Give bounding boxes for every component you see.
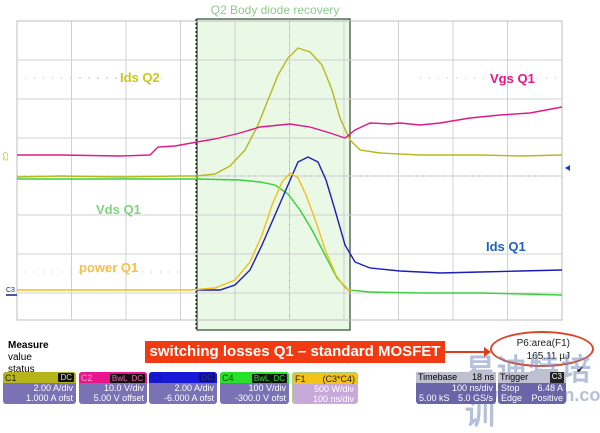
label-ids-q2: Ids Q2 — [120, 70, 160, 85]
channel-c1-coupling: DC — [58, 373, 74, 382]
channel-c2-scale: 10.0 V/div — [103, 383, 144, 393]
trace-ids-q1 — [197, 156, 563, 291]
channel-c4-scale: 100 V/div — [248, 383, 286, 393]
channel-c1-name: C1 — [5, 372, 17, 383]
math-f1[interactable]: F1 (C3*C4) 500 W/div 100 ns/div — [292, 372, 358, 404]
timebase-per-div: 100 ns/div — [451, 383, 493, 393]
channel-c2-bwl: BwL — [109, 373, 130, 383]
label-vgs-q1: Vgs Q1 — [490, 71, 535, 86]
math-f1-scale: 500 W/div — [313, 384, 354, 394]
highlight-region — [196, 18, 351, 331]
measurement-value: 165.11 µJ — [526, 351, 570, 362]
channel-c1[interactable]: C1 DC 2.00 A/div 1.000 A ofst — [3, 372, 76, 404]
channel-c4-offset: -300.0 V ofst — [234, 393, 286, 403]
trigger-slope: Positive — [531, 393, 563, 403]
trace-vgs-q1 — [17, 106, 563, 157]
marker-c3: C3 — [6, 287, 15, 294]
measure-status-label: status — [8, 364, 35, 375]
trace-vds-q1 — [17, 178, 563, 296]
channel-c3-name: C3 — [151, 372, 163, 383]
channel-c3-scale: 2.00 A/div — [174, 383, 214, 393]
label-power-q1: power Q1 — [79, 260, 139, 275]
oscilloscope-display: C2 C3 Q2 Body diode recovery Ids Q2 Vgs … — [1, 3, 570, 331]
math-f1-expr: (C3*C4) — [322, 373, 355, 384]
channel-c3[interactable]: C3 DC 2.00 A/div -6.000 A ofst — [149, 372, 217, 404]
measure-value-label: value — [8, 352, 32, 363]
trigger-level: 6.48 A — [537, 383, 563, 393]
channel-c3-offset: -6.000 A ofst — [163, 393, 214, 403]
callout-banner: switching losses Q1 – standard MOSFET — [145, 341, 445, 363]
timebase-samples: 5.00 kS — [419, 393, 450, 403]
trigger-source: C3 — [549, 372, 564, 383]
label-vds-q1: Vds Q1 — [96, 202, 141, 217]
waveform-grid: C2 C3 — [1, 18, 570, 331]
label-ids-q1: Ids Q1 — [486, 239, 526, 254]
channel-c4-coupling: DC — [271, 373, 287, 383]
trace-ids-q2 — [16, 47, 563, 178]
region-title: Q2 Body diode recovery — [210, 3, 340, 17]
timebase-delay: 18 ns — [471, 372, 494, 382]
measurement-param: P6:area(F1) — [516, 338, 570, 349]
channel-c2-offset: 5.00 V offset — [93, 393, 144, 403]
status-check-icon: ✔ — [576, 365, 585, 376]
timebase-label: Timebase — [418, 372, 458, 382]
arrow-head-icon — [484, 347, 491, 357]
callout-arrow — [445, 351, 487, 353]
measure-header: Measure — [8, 340, 49, 351]
math-f1-name: F1 — [295, 373, 306, 384]
channel-c2-name: C2 — [81, 372, 93, 383]
marker-c2: C2 — [1, 152, 8, 161]
timebase-rate: 5.0 GS/s — [457, 393, 493, 403]
channel-c4-bwl: BwL — [251, 373, 272, 383]
channel-c4[interactable]: C4 BwL DC 100 V/div -300.0 V ofst — [220, 372, 289, 404]
channel-c2-coupling: DC — [129, 373, 145, 383]
channel-c3-coupling: DC — [199, 373, 215, 382]
channel-c1-offset: 1.000 A ofst — [25, 393, 73, 403]
channel-c1-scale: 2.00 A/div — [33, 383, 73, 393]
trigger-level-marker — [565, 165, 570, 171]
trace-power-q1 — [17, 172, 353, 292]
trigger-panel[interactable]: Trigger C3 Stop 6.48 A Edge Positive — [498, 372, 566, 404]
math-f1-time: 100 ns/div — [312, 394, 354, 404]
trigger-type: Edge — [501, 393, 523, 403]
trigger-mode: Stop — [501, 383, 520, 393]
channel-c4-name: C4 — [222, 372, 234, 383]
channel-c2[interactable]: C2 BwL DC 10.0 V/div 5.00 V offset — [79, 372, 147, 404]
trigger-label: Trigger — [500, 372, 529, 382]
timebase-panel[interactable]: Timebase 18 ns 100 ns/div 5.00 kS 5.0 GS… — [416, 372, 496, 404]
measurement-result: P6:area(F1) 165.11 µJ — [490, 331, 594, 367]
measure-panel: Measure value status — [8, 340, 49, 376]
